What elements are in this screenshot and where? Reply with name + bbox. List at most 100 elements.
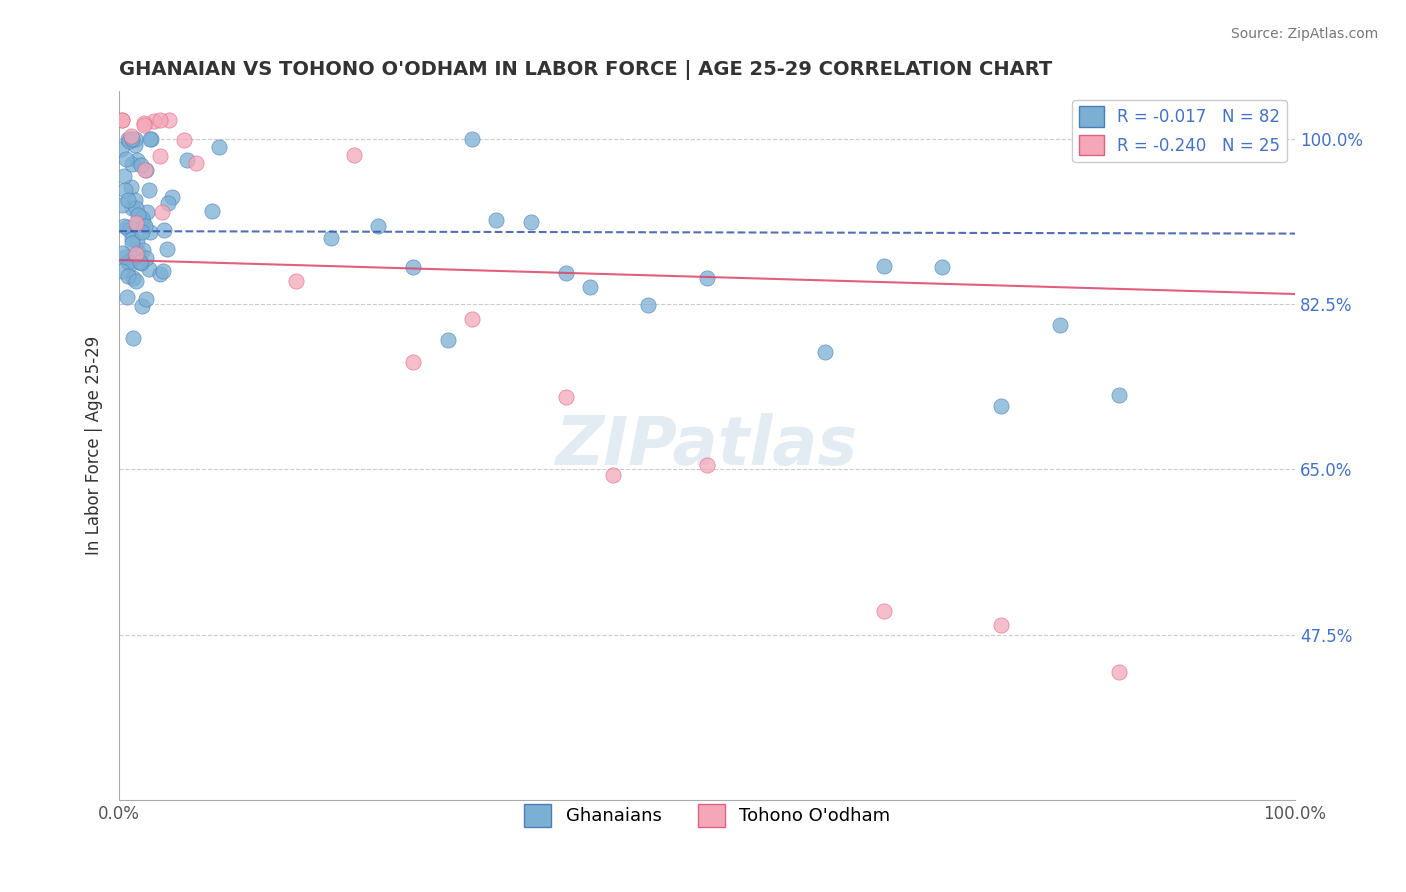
Tohono O'odham xyxy=(125,216,148,230)
Ghanaians xyxy=(125,218,148,232)
Ghanaians xyxy=(152,264,174,278)
Tohono O'odham xyxy=(186,156,208,170)
Y-axis label: In Labor Force | Age 25-29: In Labor Force | Age 25-29 xyxy=(86,336,103,556)
Ghanaians xyxy=(520,215,543,229)
Ghanaians xyxy=(110,142,132,156)
Tohono O'odham xyxy=(173,133,195,147)
Ghanaians xyxy=(111,263,134,277)
Text: ZIPatlas: ZIPatlas xyxy=(557,413,858,479)
Tohono O'odham xyxy=(120,129,142,144)
Ghanaians xyxy=(121,251,143,265)
Tohono O'odham xyxy=(461,311,484,326)
Tohono O'odham xyxy=(111,112,134,127)
Ghanaians xyxy=(135,251,157,265)
Ghanaians xyxy=(114,183,136,197)
Tohono O'odham xyxy=(143,114,166,128)
Ghanaians xyxy=(138,131,160,145)
Ghanaians xyxy=(437,334,460,348)
Ghanaians xyxy=(127,235,149,249)
Ghanaians xyxy=(132,243,155,257)
Tohono O'odham xyxy=(872,604,894,618)
Ghanaians xyxy=(131,299,153,313)
Tohono O'odham xyxy=(284,274,307,288)
Ghanaians xyxy=(138,183,160,197)
Ghanaians xyxy=(115,220,138,235)
Ghanaians xyxy=(121,271,143,285)
Ghanaians xyxy=(120,180,142,194)
Ghanaians xyxy=(872,259,894,273)
Legend: Ghanaians, Tohono O'odham: Ghanaians, Tohono O'odham xyxy=(517,797,897,834)
Tohono O'odham xyxy=(149,112,172,127)
Ghanaians xyxy=(117,131,139,145)
Ghanaians xyxy=(402,260,425,274)
Ghanaians xyxy=(112,219,135,233)
Ghanaians xyxy=(117,268,139,283)
Tohono O'odham xyxy=(696,458,718,472)
Ghanaians xyxy=(931,260,953,274)
Tohono O'odham xyxy=(150,205,173,219)
Ghanaians xyxy=(124,201,146,215)
Ghanaians xyxy=(121,331,143,345)
Ghanaians xyxy=(149,267,172,281)
Ghanaians xyxy=(121,236,143,251)
Ghanaians xyxy=(176,153,198,167)
Ghanaians xyxy=(127,208,149,222)
Ghanaians xyxy=(555,266,578,280)
Tohono O'odham xyxy=(343,148,366,162)
Ghanaians xyxy=(152,223,174,237)
Ghanaians xyxy=(127,153,149,167)
Tohono O'odham xyxy=(134,119,156,133)
Ghanaians xyxy=(134,219,156,234)
Ghanaians xyxy=(696,270,718,285)
Ghanaians xyxy=(367,219,389,234)
Ghanaians xyxy=(129,255,152,269)
Ghanaians xyxy=(118,134,141,148)
Ghanaians xyxy=(131,211,153,225)
Ghanaians xyxy=(124,193,146,207)
Ghanaians xyxy=(121,201,143,215)
Ghanaians xyxy=(139,226,162,240)
Ghanaians xyxy=(121,232,143,246)
Ghanaians xyxy=(637,298,659,312)
Tohono O'odham xyxy=(134,162,156,177)
Ghanaians xyxy=(124,131,146,145)
Ghanaians xyxy=(135,292,157,306)
Ghanaians xyxy=(1108,387,1130,401)
Ghanaians xyxy=(118,223,141,237)
Ghanaians xyxy=(131,225,153,239)
Tohono O'odham xyxy=(125,247,148,261)
Tohono O'odham xyxy=(990,618,1012,632)
Text: GHANAIAN VS TOHONO O'ODHAM IN LABOR FORCE | AGE 25-29 CORRELATION CHART: GHANAIAN VS TOHONO O'ODHAM IN LABOR FORC… xyxy=(120,60,1053,79)
Text: Source: ZipAtlas.com: Source: ZipAtlas.com xyxy=(1230,27,1378,41)
Ghanaians xyxy=(578,280,600,294)
Ghanaians xyxy=(138,261,160,276)
Ghanaians xyxy=(1049,318,1071,333)
Ghanaians xyxy=(117,194,139,208)
Ghanaians xyxy=(124,138,146,153)
Ghanaians xyxy=(135,162,157,177)
Ghanaians xyxy=(125,274,148,288)
Ghanaians xyxy=(461,131,484,145)
Tohono O'odham xyxy=(602,468,624,483)
Ghanaians xyxy=(114,250,136,264)
Ghanaians xyxy=(127,245,149,260)
Ghanaians xyxy=(118,257,141,271)
Tohono O'odham xyxy=(157,112,180,127)
Ghanaians xyxy=(139,131,162,145)
Ghanaians xyxy=(120,131,142,145)
Tohono O'odham xyxy=(402,355,425,369)
Ghanaians xyxy=(814,345,837,359)
Ghanaians xyxy=(319,231,342,245)
Ghanaians xyxy=(160,190,183,204)
Ghanaians xyxy=(201,204,224,219)
Tohono O'odham xyxy=(555,390,578,404)
Ghanaians xyxy=(117,255,139,269)
Ghanaians xyxy=(208,140,231,154)
Ghanaians xyxy=(110,198,132,212)
Ghanaians xyxy=(115,152,138,166)
Ghanaians xyxy=(111,246,134,260)
Ghanaians xyxy=(155,243,177,257)
Ghanaians xyxy=(132,215,155,229)
Ghanaians xyxy=(990,400,1012,414)
Tohono O'odham xyxy=(149,149,172,163)
